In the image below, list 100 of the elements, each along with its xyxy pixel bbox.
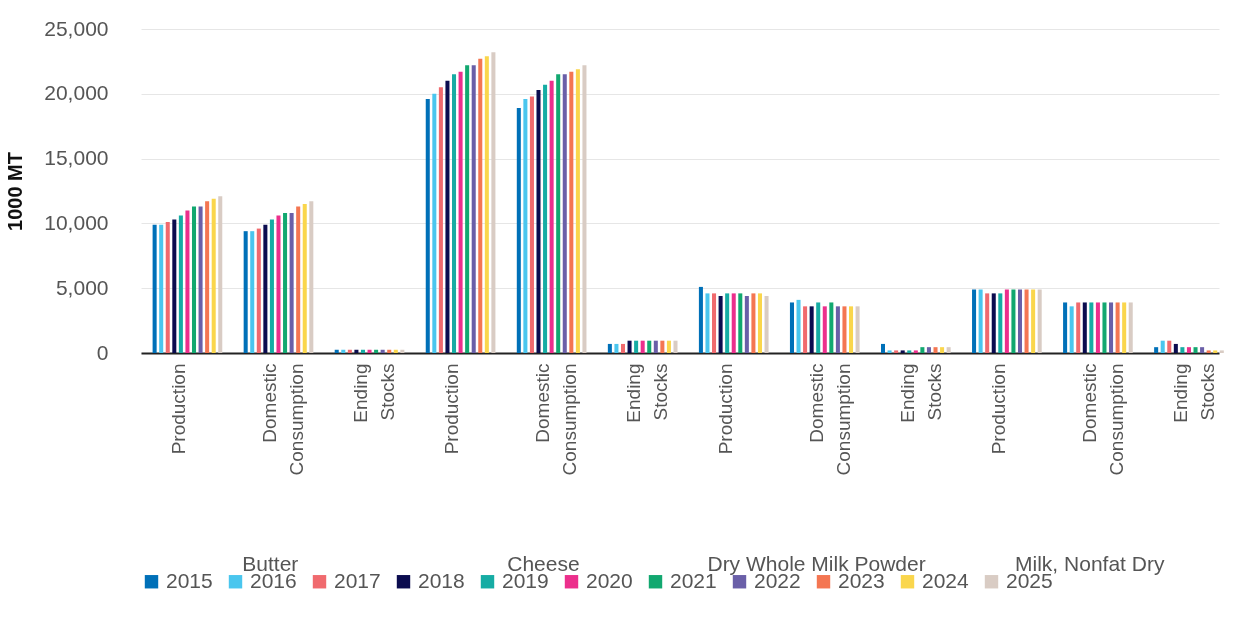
bar: [178, 215, 183, 353]
bar: [894, 350, 899, 353]
bar: [1069, 306, 1074, 353]
bar: [1128, 302, 1133, 353]
x-tick-label: Domestic Consumption: [259, 363, 308, 476]
bar: [523, 98, 528, 353]
legend-label: 2018: [418, 568, 465, 592]
x-tick-label: Domestic Consumption: [805, 363, 854, 476]
bar: [211, 198, 216, 353]
bar: [387, 349, 392, 353]
bar: [380, 349, 385, 353]
legend-label: 2017: [334, 568, 381, 592]
bar: [562, 74, 567, 353]
bar: [744, 295, 749, 353]
bar: [1017, 289, 1023, 353]
bar: [425, 98, 430, 353]
y-axis-title: 1000 MT: [4, 152, 27, 231]
bar: [1193, 347, 1198, 353]
bar: [849, 306, 854, 353]
bar: [1063, 302, 1068, 353]
x-tick-label: Ending Stocks: [1169, 363, 1218, 423]
bar: [1095, 302, 1100, 353]
y-tick-label: 15,000: [44, 146, 109, 170]
bar: [998, 293, 1003, 353]
bar: [165, 222, 170, 353]
bar: [764, 295, 769, 353]
bar: [283, 213, 288, 353]
bar: [478, 58, 483, 353]
bar: [653, 340, 658, 353]
bar: [458, 71, 463, 353]
bar: [796, 299, 801, 353]
x-tick-label: Ending Stocks: [896, 363, 945, 423]
bar: [1180, 347, 1185, 353]
bar: [1173, 343, 1178, 353]
x-tick-label: Production: [168, 363, 190, 455]
bar: [543, 84, 548, 353]
bar: [1004, 289, 1009, 353]
bar: [302, 203, 307, 353]
bar: [341, 349, 346, 353]
bar: [1011, 289, 1016, 353]
bar: [484, 56, 489, 353]
bar: [816, 302, 821, 353]
bar: [1200, 347, 1205, 353]
bar: [172, 219, 177, 353]
bar: [946, 347, 951, 353]
bar: [1167, 340, 1172, 353]
bar: [731, 293, 736, 353]
bar: [1024, 289, 1029, 353]
y-tick-label: 25,000: [44, 16, 109, 40]
bar: [627, 340, 632, 353]
bar: [1076, 302, 1081, 353]
bar: [634, 340, 639, 353]
bar: [289, 213, 294, 353]
bar: [803, 306, 808, 353]
bar: [1206, 350, 1211, 353]
bar: [712, 293, 717, 353]
legend-label: 2015: [166, 568, 213, 592]
bar: [536, 89, 541, 353]
bar: [269, 219, 274, 353]
bar: [809, 306, 814, 353]
bar: [276, 215, 281, 353]
bar: [1186, 347, 1191, 353]
bar: [569, 71, 574, 353]
bar: [1089, 302, 1094, 353]
bar: [374, 349, 379, 353]
legend-label: 2020: [586, 568, 633, 592]
bar: [940, 347, 945, 353]
y-tick-label: 10,000: [44, 210, 109, 234]
bar: [263, 224, 268, 353]
bar: [640, 340, 645, 353]
bar: [205, 201, 210, 353]
bar: [556, 74, 561, 353]
bar: [334, 349, 339, 353]
x-tick-label: Ending Stocks: [350, 363, 399, 423]
bar: [660, 340, 665, 353]
x-tick-label: Production: [441, 363, 463, 455]
x-tick-label: Production: [714, 363, 736, 455]
x-tick-label: Domestic Consumption: [1078, 363, 1127, 476]
bar: [438, 87, 443, 353]
bar: [1122, 302, 1127, 353]
bar: [907, 350, 912, 353]
bar: [1219, 350, 1224, 353]
bar: [159, 224, 164, 353]
bar: [445, 80, 450, 353]
bar: [491, 52, 496, 353]
y-tick-label: 20,000: [44, 81, 109, 105]
bar: [835, 306, 840, 353]
bar: [829, 302, 834, 353]
bar: [718, 295, 723, 353]
bar: [465, 65, 470, 353]
bar: [516, 108, 521, 353]
bar: [256, 228, 261, 353]
bar: [673, 340, 678, 353]
bar: [471, 65, 476, 353]
bar: [218, 196, 223, 353]
bar: [549, 80, 554, 353]
bar: [452, 74, 457, 353]
bar: [243, 231, 248, 353]
bar: [1154, 347, 1159, 353]
bar: [705, 293, 710, 353]
